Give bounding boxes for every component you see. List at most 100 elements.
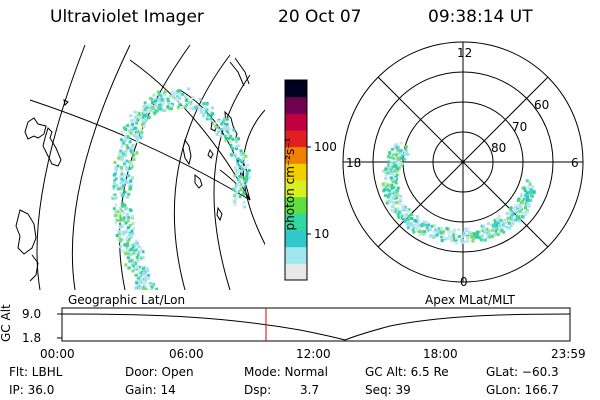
aurora-pixel [167,102,171,105]
info-door: Door: Open [125,365,194,379]
aurora-pixel [390,183,394,187]
aurora-pixel [234,192,238,196]
aurora-pixel [393,210,397,214]
aurora-pixel [142,115,146,119]
aurora-pixel [234,140,238,144]
aurora-pixel [239,153,243,157]
aurora-pixel [135,241,139,245]
timeline-xtick-2359: 23:59 [551,347,586,361]
info-gain: Gain: 14 [125,383,176,397]
aurora-pixel [160,98,164,102]
aurora-pixel [135,281,139,285]
aurora-pixel [508,214,512,218]
aurora-pixel [138,269,141,273]
aurora-pixel [386,188,390,192]
aurora-pixel [389,176,393,180]
aurora-pixel [142,284,146,288]
aurora-pixel [454,241,458,245]
aurora-pixel [135,279,139,283]
aurora-pixel [116,237,120,241]
aurora-pixel [514,206,518,210]
aurora-pixel [115,183,119,187]
aurora-pixel [506,216,510,220]
aurora-pixel [181,92,184,96]
aurora-pixel [382,169,386,173]
aurora-pixel [528,190,532,194]
aurora-pixel [496,221,500,225]
aurora-pixel [464,227,468,231]
aurora-pixel [529,194,533,198]
aurora-pixel [419,230,423,234]
aurora-pixel [125,244,129,248]
polar-panel-label: Apex MLat/MLT [425,293,515,307]
aurora-pixel [524,211,528,215]
aurora-pixel [471,232,475,236]
aurora-pixel [400,207,404,211]
aurora-pixel [113,181,116,185]
aurora-pixel [125,159,129,163]
aurora-pixel [392,202,396,206]
aurora-pixel [178,91,182,95]
aurora-pixel [452,236,456,240]
timeline-ytick-bottom: 1.8 [22,331,42,345]
aurora-pixel [120,209,124,213]
aurora-pixel [384,173,388,177]
aurora-pixel [126,146,130,150]
aurora-pixel [399,149,403,152]
aurora-pixel [392,186,396,190]
aurora-pixel [394,160,398,164]
aurora-pixel [406,153,410,156]
aurora-pixel [381,184,385,188]
aurora-pixel [126,174,130,178]
aurora-pixel [143,108,147,112]
aurora-pixel [514,204,518,208]
aurora-pixel [389,169,393,173]
aurora-pixel [124,230,128,234]
aurora-pixel [461,241,464,245]
app-title: Ultraviolet Imager [50,7,204,27]
aurora-pixel [137,113,141,117]
aurora-pixel [201,114,205,118]
aurora-pixel [394,191,398,194]
aurora-pixel [233,152,237,156]
mlat-label-80: 80 [491,141,507,155]
aurora-pixel [125,195,129,199]
time-label: 09:38:14 UT [428,7,533,27]
aurora-pixel [243,165,247,169]
aurora-pixel [146,115,150,119]
aurora-pixel [235,189,239,193]
aurora-pixel [137,267,141,271]
info-glon: GLon: 166.7 [486,383,559,397]
aurora-pixel [242,200,246,204]
aurora-pixel [132,226,136,230]
aurora-pixel [120,177,124,181]
aurora-pixel [494,219,498,223]
aurora-pixel [236,178,240,182]
aurora-pixel [128,259,132,263]
aurora-pixel [440,239,444,242]
aurora-pixel [122,126,126,130]
aurora-pixel [391,180,395,184]
aurora-pixel [395,173,399,177]
aurora-pixel [387,155,391,159]
aurora-pixel [136,258,140,262]
aurora-pixel [514,218,518,222]
aurora-pixel [406,226,410,230]
aurora-pixel [153,111,156,115]
aurora-pixel [525,208,529,212]
aurora-pixel [129,248,133,252]
aurora-pixel [526,210,530,214]
aurora-pixel [126,124,130,128]
aurora-pixel [476,230,479,234]
aurora-pixel [121,249,125,253]
aurora-pixel [396,207,400,211]
aurora-pixel [238,179,242,183]
aurora-pixel [157,93,161,97]
aurora-pixel [409,213,413,216]
aurora-pixel [452,230,456,234]
aurora-pixel [242,192,246,196]
aurora-pixel [244,154,248,158]
aurora-pixel [152,93,156,97]
aurora-pixel [523,189,527,193]
aurora-pixel [514,216,518,220]
